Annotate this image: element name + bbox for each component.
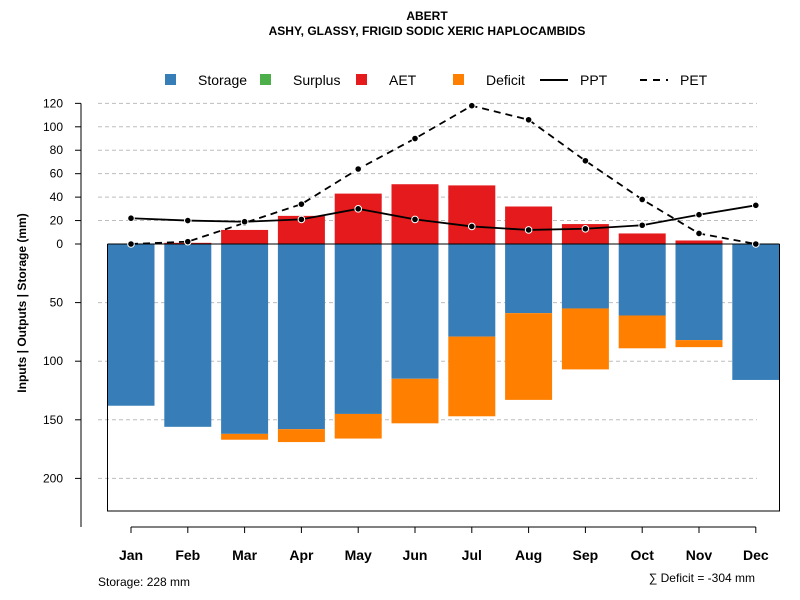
ppt-point [524,226,533,234]
plot-frame [107,243,780,512]
legend-swatch-deficit [453,74,464,85]
deficit-note: ∑ Deficit = -304 mm [649,571,755,585]
x-tick-label: Jun [403,547,428,563]
y-axis-label: Inputs | Outputs | Storage (mm) [15,213,29,392]
storage-bar [221,244,269,434]
lines [127,101,760,248]
deficit-bar [505,313,553,400]
storage-note: Storage: 228 mm [98,575,190,589]
x-tick-label: Apr [289,547,314,563]
x-tick-label: Dec [743,547,769,563]
pet-point [127,240,135,248]
storage-bar [164,244,212,427]
legend-label-storage: Storage [198,72,247,88]
y-tick-label: 40 [50,190,64,204]
legend-swatch-surplus [260,74,271,85]
legend-swatch-aet [356,74,367,85]
legend-label-aet: AET [389,72,417,88]
pet-point [695,229,703,238]
aet-bar [221,229,269,244]
aet-bar [505,206,553,244]
storage-bar [448,244,496,337]
legend-label-pet: PET [680,72,708,88]
storage-bar [277,244,325,430]
storage-bar [107,244,155,406]
y-tick-label: 150 [43,413,63,427]
pet-point [354,165,363,173]
legend-label-surplus: Surplus [293,72,340,88]
ppt-point [240,217,249,226]
storage-bar [334,244,382,414]
ppt-point [354,205,363,213]
ppt-point [638,221,647,230]
pet-point [581,156,590,165]
chart-title: ABERT [406,9,448,23]
deficit-bar [221,433,269,440]
deficit-bar [391,378,439,424]
deficit-bar [561,308,609,370]
y-tick-label: 60 [50,167,64,181]
deficit-bar [675,340,723,348]
storage-bar [675,244,723,341]
ppt-line [130,204,756,231]
storage-bar [732,244,780,380]
x-tick-label: May [345,547,372,563]
ppt-point [297,215,306,224]
x-tick-label: Jan [119,547,143,563]
pet-point [752,240,760,248]
x-tick-label: Sep [573,547,599,563]
y-tick-label: 50 [50,296,64,310]
storage-bar [505,244,553,314]
legend-label-deficit: Deficit [486,72,525,88]
aet-bar [334,193,382,244]
y-tick-label: 200 [43,471,63,485]
bars [107,184,780,443]
x-tick-label: Mar [232,547,257,563]
x-tick-label: Jul [462,547,482,563]
ppt-point [468,222,476,231]
chart-subtitle: ASHY, GLASSY, FRIGID SODIC XERIC HAPLOCA… [269,24,586,38]
deficit-bar [448,336,496,417]
legend-swatch-storage [165,74,176,85]
x-tick-label: Feb [175,547,200,563]
y-tick-label: 100 [43,354,63,368]
legend-label-ppt: PPT [580,72,608,88]
ppt-point [581,224,590,233]
pet-point [297,200,306,208]
pet-point [184,237,192,246]
storage-bar [391,244,439,379]
aet-bar [618,233,666,244]
aet-bar [391,184,439,244]
ppt-point [752,201,760,210]
deficit-bar [277,429,325,443]
legend: Storage Surplus AET Deficit PPT PET [165,72,708,88]
pet-line [130,104,756,245]
pet-point [468,101,476,110]
y-tick-label: 80 [50,143,64,157]
deficit-bar [618,315,666,349]
ppt-point [695,210,703,219]
y-tick-label: 0 [56,237,63,251]
x-tick-label: Oct [631,547,655,563]
x-tick-label: Nov [686,547,713,563]
storage-capacity-box [107,244,780,512]
storage-bar [561,244,609,309]
aet-bar [675,240,723,244]
deficit-bar [334,413,382,439]
aet-bar [448,185,496,244]
storage-bar [618,244,666,316]
pet-point [524,115,533,124]
x-tick-label: Aug [515,547,542,563]
ppt-point [184,216,192,225]
y-tick-label: 20 [50,214,64,228]
ppt-point [127,214,135,223]
pet-point [638,195,647,204]
pet-point [411,134,419,143]
ppt-point [411,215,419,224]
y-tick-label: 100 [43,120,63,134]
y-tick-label: 120 [43,96,63,110]
